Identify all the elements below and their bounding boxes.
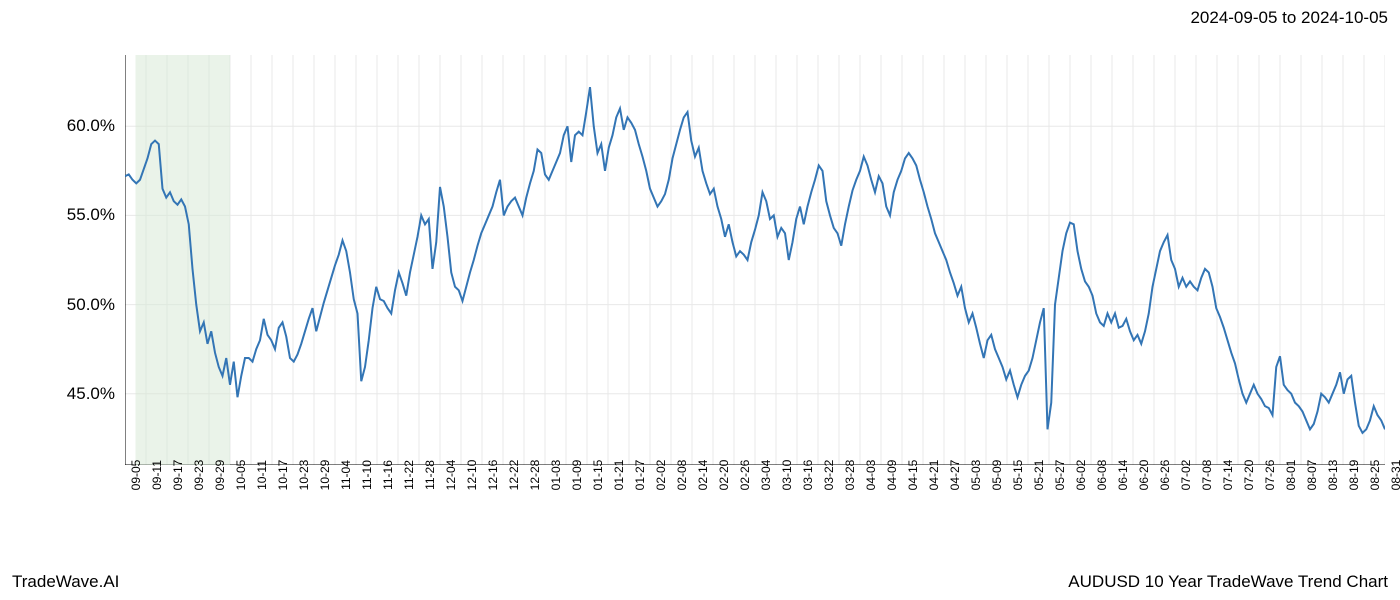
y-tick-label: 45.0% [0,384,115,404]
x-tick-label: 05-27 [1053,460,1067,491]
x-tick-label: 11-22 [402,460,416,490]
x-tick-label: 07-14 [1221,460,1235,491]
x-tick-label: 02-14 [696,460,710,491]
x-tick-label: 08-31 [1389,460,1400,491]
brand-label: TradeWave.AI [12,572,119,592]
x-tick-label: 10-17 [276,460,290,491]
y-tick-label: 55.0% [0,205,115,225]
x-tick-label: 09-05 [129,460,143,491]
x-tick-label: 04-03 [864,460,878,491]
x-tick-label: 08-19 [1347,460,1361,491]
x-tick-label: 08-07 [1305,460,1319,491]
x-tick-label: 07-26 [1263,460,1277,491]
x-tick-label: 01-03 [549,460,563,491]
x-tick-label: 05-15 [1011,460,1025,491]
x-tick-label: 01-27 [633,460,647,491]
x-tick-label: 04-21 [927,460,941,491]
x-tick-label: 11-10 [360,460,374,490]
x-tick-label: 07-20 [1242,460,1256,491]
x-axis: 09-0509-1109-1709-2309-2910-0510-1110-17… [125,475,1385,555]
x-tick-label: 11-16 [381,460,395,490]
x-tick-label: 02-08 [675,460,689,491]
x-tick-label: 12-04 [444,460,458,491]
x-tick-label: 10-29 [318,460,332,491]
x-tick-label: 01-15 [591,460,605,491]
x-tick-label: 03-10 [780,460,794,491]
x-tick-label: 03-22 [822,460,836,491]
x-tick-label: 10-05 [234,460,248,491]
y-tick-label: 60.0% [0,116,115,136]
chart-title: AUDUSD 10 Year TradeWave Trend Chart [1068,572,1388,592]
x-tick-label: 11-28 [423,460,437,490]
x-tick-label: 06-02 [1074,460,1088,491]
y-tick-label: 50.0% [0,295,115,315]
x-tick-label: 05-09 [990,460,1004,491]
x-tick-label: 07-08 [1200,460,1214,491]
x-tick-label: 09-29 [213,460,227,491]
date-range-label: 2024-09-05 to 2024-10-05 [1190,8,1388,28]
x-tick-label: 06-20 [1137,460,1151,491]
x-tick-label: 02-26 [738,460,752,491]
x-tick-label: 09-11 [150,460,164,490]
x-tick-label: 01-09 [570,460,584,491]
x-tick-label: 12-22 [507,460,521,491]
x-tick-label: 08-25 [1368,460,1382,491]
x-tick-label: 03-28 [843,460,857,491]
x-tick-label: 09-23 [192,460,206,491]
x-tick-label: 08-13 [1326,460,1340,491]
x-tick-label: 04-15 [906,460,920,491]
x-tick-label: 04-27 [948,460,962,491]
x-tick-label: 11-04 [339,460,353,490]
x-tick-label: 07-02 [1179,460,1193,491]
x-tick-label: 06-14 [1116,460,1130,491]
x-tick-label: 04-09 [885,460,899,491]
plot-area [125,55,1385,465]
x-tick-label: 05-21 [1032,460,1046,491]
x-tick-label: 06-08 [1095,460,1109,491]
x-tick-label: 12-28 [528,460,542,491]
x-tick-label: 02-20 [717,460,731,491]
x-tick-label: 03-16 [801,460,815,491]
x-tick-label: 03-04 [759,460,773,491]
x-tick-label: 02-02 [654,460,668,491]
line-series [125,55,1385,465]
x-tick-label: 05-03 [969,460,983,491]
x-tick-label: 01-21 [612,460,626,491]
chart-container: 2024-09-05 to 2024-10-05 TradeWave.AI AU… [0,0,1400,600]
x-tick-label: 06-26 [1158,460,1172,491]
x-tick-label: 12-16 [486,460,500,491]
x-tick-label: 08-01 [1284,460,1298,491]
x-tick-label: 09-17 [171,460,185,491]
x-tick-label: 10-11 [255,460,269,490]
x-tick-label: 12-10 [465,460,479,491]
x-tick-label: 10-23 [297,460,311,491]
